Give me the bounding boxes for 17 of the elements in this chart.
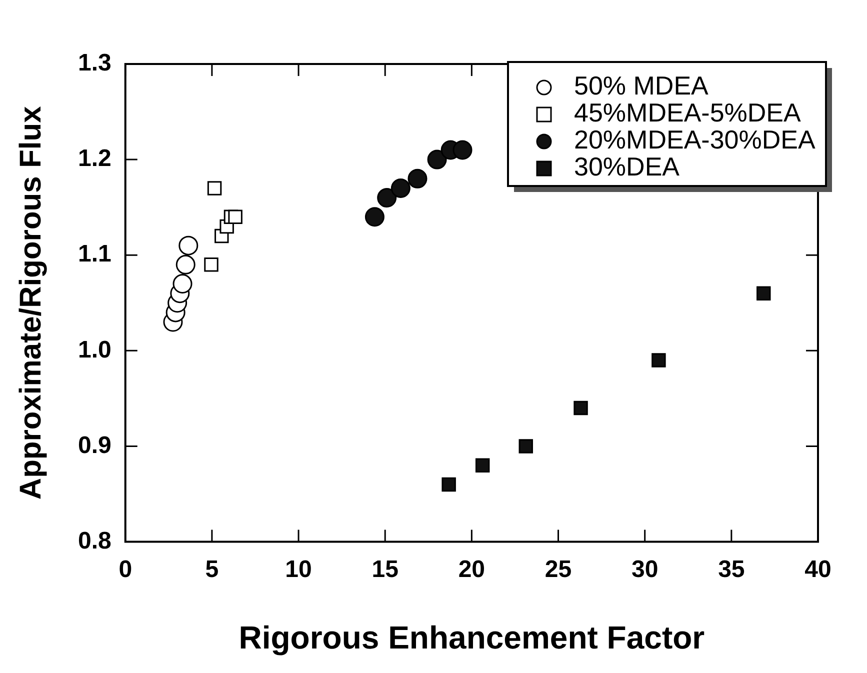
x-tick-label: 30 xyxy=(631,556,658,583)
x-tick-label: 0 xyxy=(118,556,132,583)
x-axis-title: Rigorous Enhancement Factor xyxy=(238,620,705,656)
y-tick-label: 0.8 xyxy=(78,527,112,554)
y-axis-title: Approximate/Rigorous Flux xyxy=(14,106,48,500)
y-tick-label: 0.9 xyxy=(78,432,112,459)
x-tick-label: 15 xyxy=(372,556,398,583)
x-tick-label: 5 xyxy=(205,556,219,583)
x-tick-label: 40 xyxy=(804,556,832,583)
y-tick-label: 1.1 xyxy=(78,240,112,268)
y-tick-label: 1.3 xyxy=(78,50,112,77)
x-tick-label: 35 xyxy=(718,556,745,583)
x-tick-label: 10 xyxy=(285,556,312,583)
x-tick-label: 25 xyxy=(544,556,572,583)
x-tick-label: 20 xyxy=(458,556,486,583)
y-tick-label: 1.0 xyxy=(78,336,112,364)
y-tick-label: 1.2 xyxy=(78,145,112,172)
